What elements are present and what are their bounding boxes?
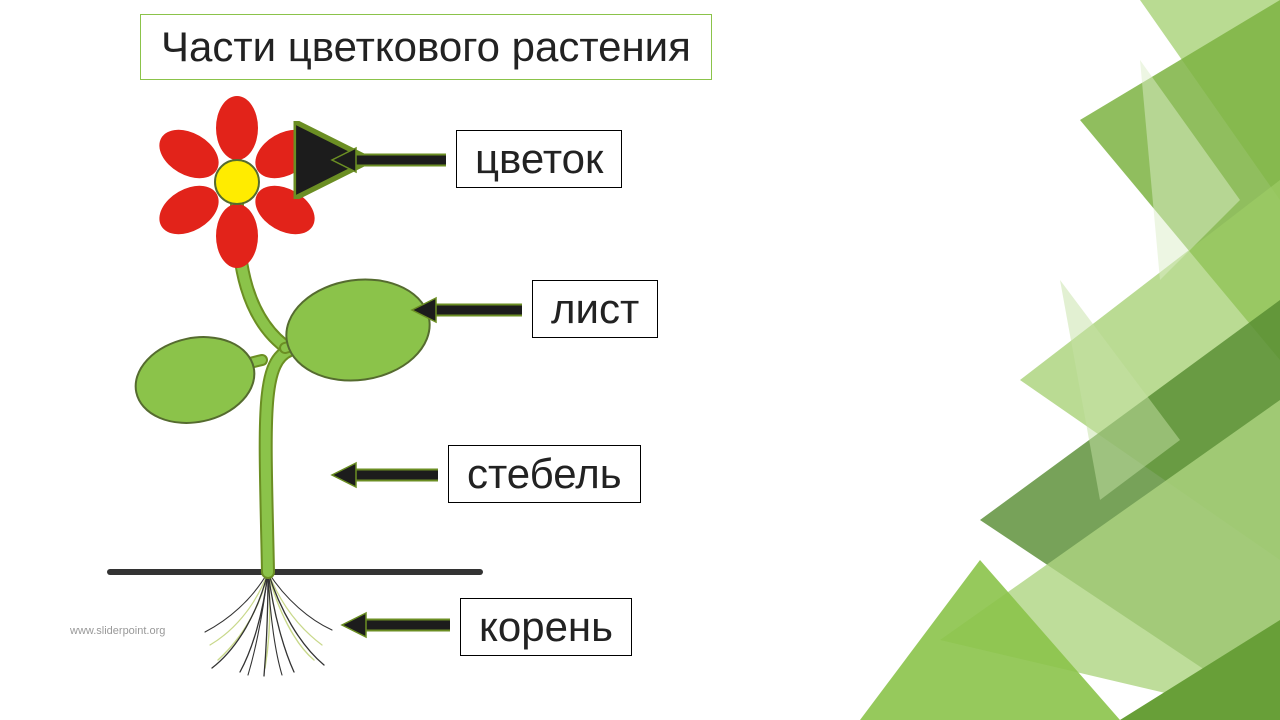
plant-diagram xyxy=(0,0,1280,720)
label-leaf: лист xyxy=(532,280,658,338)
leaf-left xyxy=(128,326,263,433)
flower-center xyxy=(215,160,259,204)
label-arrows xyxy=(332,148,522,637)
roots xyxy=(205,572,332,676)
label-stem: стебель xyxy=(448,445,641,503)
watermark: www.sliderpoint.org xyxy=(70,625,165,637)
label-root: корень xyxy=(460,598,632,656)
leaf-right xyxy=(280,270,437,389)
label-flower: цветок xyxy=(456,130,622,188)
